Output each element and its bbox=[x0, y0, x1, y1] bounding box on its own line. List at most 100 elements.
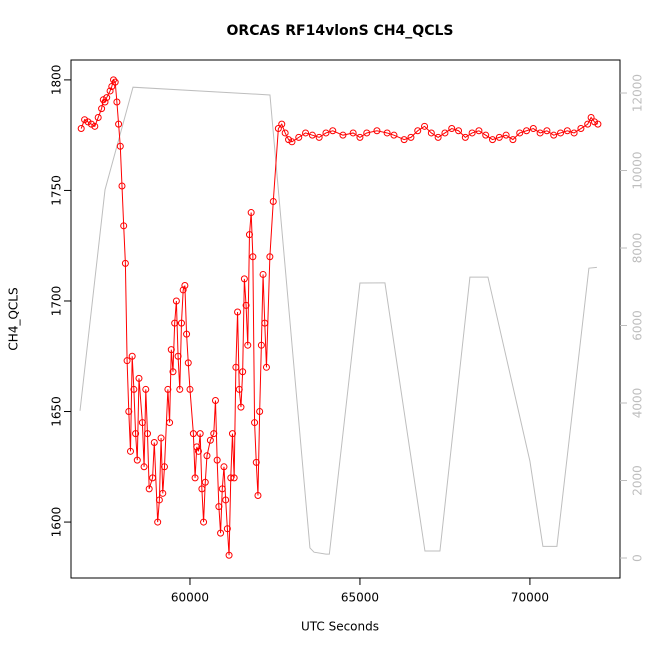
data-point bbox=[179, 286, 187, 294]
data-point bbox=[414, 127, 422, 135]
data-point bbox=[434, 133, 442, 141]
data-point bbox=[145, 485, 153, 493]
data-point bbox=[245, 231, 253, 239]
y2-tick-label: 10000 bbox=[631, 151, 645, 189]
data-point bbox=[475, 127, 483, 135]
data-point bbox=[126, 447, 134, 455]
data-point bbox=[594, 120, 602, 128]
data-point bbox=[198, 485, 206, 493]
data-point bbox=[213, 456, 221, 464]
data-point bbox=[194, 447, 202, 455]
data-point bbox=[587, 113, 595, 121]
data-point bbox=[232, 363, 240, 371]
data-point bbox=[149, 474, 157, 482]
y2-tick-label: 2000 bbox=[631, 465, 645, 496]
data-point bbox=[133, 456, 141, 464]
data-point bbox=[249, 253, 257, 261]
data-point bbox=[215, 503, 223, 511]
y2-tick-label: 8000 bbox=[631, 233, 645, 264]
data-point bbox=[189, 430, 197, 438]
data-point bbox=[132, 430, 140, 438]
data-point bbox=[123, 357, 131, 365]
data-point bbox=[407, 133, 415, 141]
data-point bbox=[191, 474, 199, 482]
data-point bbox=[154, 518, 162, 526]
data-point bbox=[557, 129, 565, 137]
data-point bbox=[322, 129, 330, 137]
data-point bbox=[523, 127, 531, 135]
data-point bbox=[239, 368, 247, 376]
data-point bbox=[495, 133, 503, 141]
data-point bbox=[77, 125, 85, 133]
data-point bbox=[237, 403, 245, 411]
data-point bbox=[116, 142, 124, 150]
data-point bbox=[455, 127, 463, 135]
data-point bbox=[349, 129, 357, 137]
data-point bbox=[383, 129, 391, 137]
data-point bbox=[482, 131, 490, 139]
data-point bbox=[196, 430, 204, 438]
data-point bbox=[421, 122, 429, 130]
x-axis-label: UTC Seconds bbox=[301, 620, 379, 634]
data-point bbox=[109, 76, 117, 84]
data-point bbox=[184, 359, 192, 367]
data-point bbox=[295, 133, 303, 141]
data-point bbox=[222, 496, 230, 504]
data-point bbox=[489, 136, 497, 144]
data-point bbox=[240, 275, 248, 283]
data-point bbox=[251, 419, 259, 427]
data-point bbox=[225, 551, 233, 559]
data-point bbox=[138, 419, 146, 427]
data-point bbox=[441, 129, 449, 137]
y2-tick-label: 4000 bbox=[631, 388, 645, 419]
y-tick-label: 1650 bbox=[50, 396, 64, 427]
data-point bbox=[181, 282, 189, 290]
data-point bbox=[584, 120, 592, 128]
data-point bbox=[390, 131, 398, 139]
data-point bbox=[259, 270, 267, 278]
data-point bbox=[516, 129, 524, 137]
data-point bbox=[186, 385, 194, 393]
data-point bbox=[373, 127, 381, 135]
data-point bbox=[200, 518, 208, 526]
data-point bbox=[176, 385, 184, 393]
data-point bbox=[427, 129, 435, 137]
data-point bbox=[329, 127, 337, 135]
data-point bbox=[159, 489, 167, 497]
data-point bbox=[400, 136, 408, 144]
data-point bbox=[193, 443, 201, 451]
data-point bbox=[577, 125, 585, 133]
data-point bbox=[252, 458, 260, 466]
data-point bbox=[461, 133, 469, 141]
data-point bbox=[339, 131, 347, 139]
data-point bbox=[203, 452, 211, 460]
data-point bbox=[143, 430, 151, 438]
data-point bbox=[183, 330, 191, 338]
data-point bbox=[563, 127, 571, 135]
data-point bbox=[160, 463, 168, 471]
data-point bbox=[201, 478, 209, 486]
data-point bbox=[269, 197, 277, 205]
data-point bbox=[302, 129, 310, 137]
data-point bbox=[111, 78, 119, 86]
data-point bbox=[135, 374, 143, 382]
data-point bbox=[536, 129, 544, 137]
data-point bbox=[128, 352, 136, 360]
data-point bbox=[448, 125, 456, 133]
x-tick-label: 60000 bbox=[171, 591, 209, 605]
data-point bbox=[91, 122, 99, 130]
data-point bbox=[217, 529, 225, 537]
data-point bbox=[244, 341, 252, 349]
data-point bbox=[509, 136, 517, 144]
data-point bbox=[288, 138, 296, 146]
data-point bbox=[140, 463, 148, 471]
data-point bbox=[167, 346, 175, 354]
data-point bbox=[257, 341, 265, 349]
data-point bbox=[130, 385, 138, 393]
y2-tick-label: 12000 bbox=[631, 74, 645, 112]
data-point bbox=[247, 209, 255, 217]
data-point bbox=[142, 385, 150, 393]
y-tick-label: 1700 bbox=[50, 286, 64, 317]
y2-tick-label: 0 bbox=[631, 554, 645, 562]
